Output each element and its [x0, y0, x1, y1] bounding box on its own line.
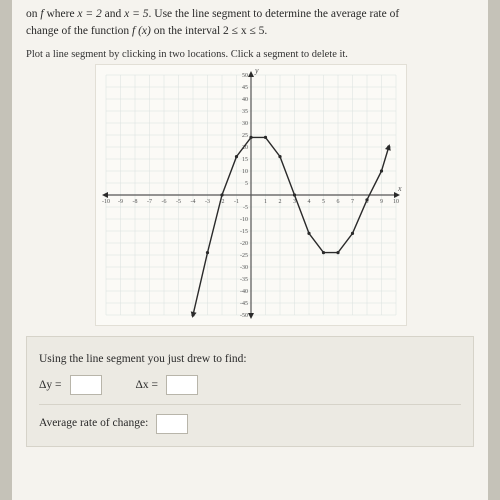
avg-row: Average rate of change: — [39, 411, 461, 436]
svg-text:-6: -6 — [162, 199, 167, 205]
svg-text:10: 10 — [393, 199, 399, 205]
svg-text:1: 1 — [264, 199, 267, 205]
text: on — [26, 8, 40, 20]
svg-text:50: 50 — [242, 73, 248, 79]
svg-text:y: y — [254, 66, 259, 75]
dy-input[interactable] — [70, 375, 102, 395]
svg-text:9: 9 — [380, 199, 383, 205]
text: . — [264, 25, 267, 37]
svg-text:-35: -35 — [240, 277, 248, 283]
avg-input[interactable] — [156, 414, 188, 434]
text: . Use the line segment to determine the … — [149, 8, 400, 20]
svg-text:-5: -5 — [243, 205, 248, 211]
svg-text:15: 15 — [242, 157, 248, 163]
svg-text:6: 6 — [337, 199, 340, 205]
svg-text:-4: -4 — [191, 199, 196, 205]
svg-text:40: 40 — [242, 97, 248, 103]
problem-statement: on f where x = 2 and x = 5. Use the line… — [26, 6, 474, 39]
plot-instruction: Plot a line segment by clicking in two l… — [26, 49, 474, 60]
text: change of the function — [26, 25, 132, 37]
text: where — [44, 8, 78, 20]
svg-text:10: 10 — [242, 169, 248, 175]
svg-text:-15: -15 — [240, 229, 248, 235]
func: f (x) — [132, 25, 151, 37]
svg-text:-9: -9 — [118, 199, 123, 205]
svg-text:3: 3 — [293, 199, 296, 205]
svg-text:-8: -8 — [133, 199, 138, 205]
dy-label: Δy = — [39, 373, 62, 398]
svg-text:25: 25 — [242, 133, 248, 139]
svg-text:-50: -50 — [240, 313, 248, 319]
svg-text:35: 35 — [242, 109, 248, 115]
svg-text:-10: -10 — [102, 199, 110, 205]
svg-text:-40: -40 — [240, 289, 248, 295]
text: on the interval — [151, 25, 223, 37]
svg-text:-30: -30 — [240, 265, 248, 271]
answer-header: Using the line segment you just drew to … — [39, 347, 461, 372]
avg-label: Average rate of change: — [39, 411, 148, 436]
answer-block: Using the line segment you just drew to … — [26, 336, 474, 447]
svg-text:-3: -3 — [205, 199, 210, 205]
svg-text:2: 2 — [279, 199, 282, 205]
dx-input[interactable] — [166, 375, 198, 395]
divider — [39, 404, 461, 405]
svg-text:-5: -5 — [176, 199, 181, 205]
svg-text:-25: -25 — [240, 253, 248, 259]
svg-text:45: 45 — [242, 85, 248, 91]
svg-text:-45: -45 — [240, 301, 248, 307]
dx-label: Δx = — [136, 373, 159, 398]
svg-text:-1: -1 — [234, 199, 239, 205]
graph-area[interactable]: -10-9-8-7-6-5-4-3-2-112345678910-50-45-4… — [95, 64, 405, 326]
svg-text:7: 7 — [351, 199, 354, 205]
svg-text:4: 4 — [308, 199, 311, 205]
svg-text:x: x — [397, 184, 402, 193]
svg-text:5: 5 — [245, 181, 248, 187]
svg-text:-20: -20 — [240, 241, 248, 247]
svg-text:-7: -7 — [147, 199, 152, 205]
svg-text:5: 5 — [322, 199, 325, 205]
delta-row: Δy = Δx = — [39, 373, 461, 398]
eq1: x = 2 — [77, 8, 101, 20]
coordinate-graph[interactable]: -10-9-8-7-6-5-4-3-2-112345678910-50-45-4… — [95, 64, 407, 326]
text: and — [102, 8, 124, 20]
svg-text:-10: -10 — [240, 217, 248, 223]
worksheet-sheet: on f where x = 2 and x = 5. Use the line… — [12, 0, 488, 500]
svg-text:30: 30 — [242, 121, 248, 127]
eq2: x = 5 — [124, 8, 148, 20]
interval: 2 ≤ x ≤ 5 — [223, 25, 264, 37]
